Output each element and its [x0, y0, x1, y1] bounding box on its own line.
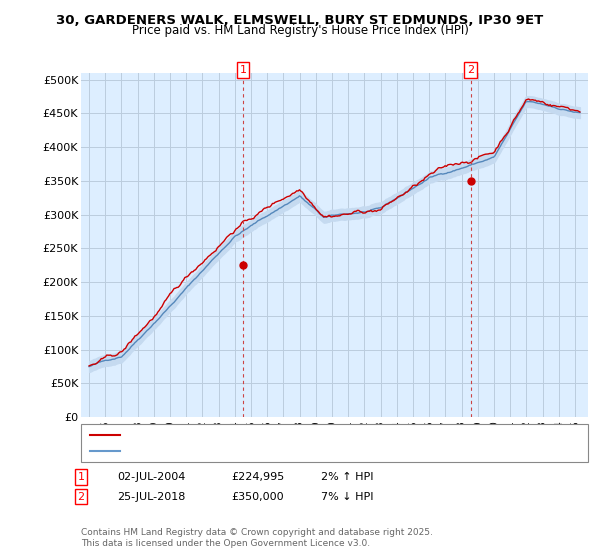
Text: HPI: Average price, detached house, Mid Suffolk: HPI: Average price, detached house, Mid …: [126, 446, 366, 456]
Text: 2% ↑ HPI: 2% ↑ HPI: [321, 472, 373, 482]
Text: £224,995: £224,995: [231, 472, 284, 482]
Text: £350,000: £350,000: [231, 492, 284, 502]
Text: 2: 2: [467, 65, 474, 75]
Text: 30, GARDENERS WALK, ELMSWELL, BURY ST EDMUNDS, IP30 9ET (detached house): 30, GARDENERS WALK, ELMSWELL, BURY ST ED…: [126, 430, 542, 440]
Text: 1: 1: [239, 65, 247, 75]
Text: 2: 2: [77, 492, 85, 502]
Text: 1: 1: [77, 472, 85, 482]
Text: 02-JUL-2004: 02-JUL-2004: [117, 472, 185, 482]
Text: 7% ↓ HPI: 7% ↓ HPI: [321, 492, 373, 502]
Text: 30, GARDENERS WALK, ELMSWELL, BURY ST EDMUNDS, IP30 9ET: 30, GARDENERS WALK, ELMSWELL, BURY ST ED…: [56, 14, 544, 27]
Text: Contains HM Land Registry data © Crown copyright and database right 2025.
This d: Contains HM Land Registry data © Crown c…: [81, 528, 433, 548]
Text: 25-JUL-2018: 25-JUL-2018: [117, 492, 185, 502]
Text: Price paid vs. HM Land Registry's House Price Index (HPI): Price paid vs. HM Land Registry's House …: [131, 24, 469, 37]
